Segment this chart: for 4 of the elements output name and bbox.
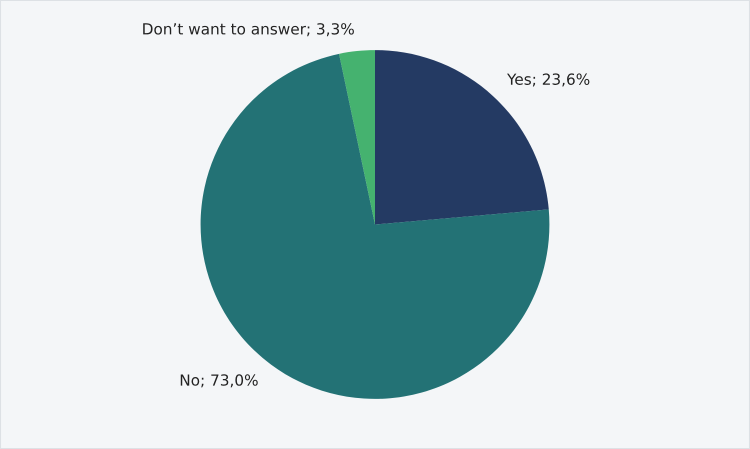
pie-slice <box>339 50 375 224</box>
slice-label: Don’t want to answer; 3,3% <box>143 23 354 36</box>
slice-label: Yes; 23,6% <box>507 73 590 87</box>
slice-label: No; 73,0% <box>180 374 258 388</box>
